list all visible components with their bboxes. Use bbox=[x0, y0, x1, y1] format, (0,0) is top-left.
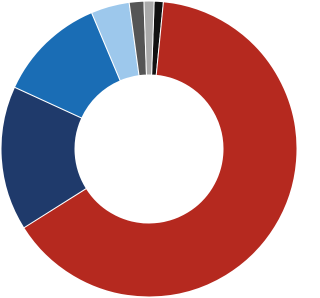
donut-segment bbox=[143, 0, 155, 76]
page: {"chart_data": {"type": "donut", "values… bbox=[0, 0, 298, 298]
donut-segment bbox=[23, 1, 298, 298]
chart bbox=[0, 0, 298, 298]
